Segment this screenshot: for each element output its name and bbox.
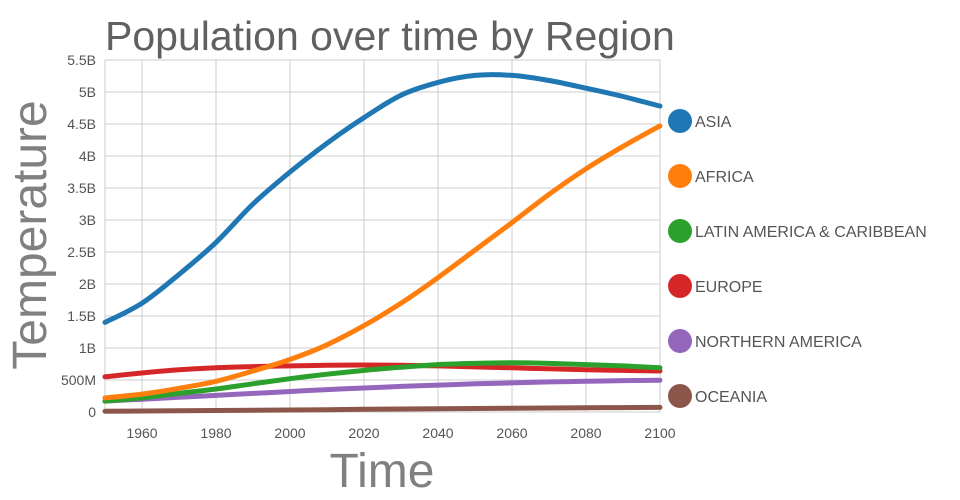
legend-label-northern-america[interactable]: NORTHERN AMERICA xyxy=(695,334,862,351)
y-axis-ticks: 0 500M 1B 1.5B 2B 2.5B 3B 3.5B 4B 4.5B 5B 5.5B xyxy=(61,52,96,420)
legend: ASIA AFRICA LATIN AMERICA & CARIBBEAN EUROP… xyxy=(668,109,927,408)
y-tick-label: 1.5B xyxy=(67,308,96,324)
series-line-europe xyxy=(102,362,663,380)
y-tick-label: 2.5B xyxy=(67,244,96,260)
series-lines xyxy=(102,72,663,414)
legend-marker-asia[interactable] xyxy=(668,109,692,133)
legend-label-latin-america-caribbean[interactable]: LATIN AMERICA & CARIBBEAN xyxy=(695,224,927,241)
y-axis-title: Temperature xyxy=(4,100,57,369)
y-tick-label: 3B xyxy=(79,212,96,228)
y-tick-label: 3.5B xyxy=(67,180,96,196)
legend-label-europe[interactable]: EUROPE xyxy=(695,279,763,296)
series-line-africa xyxy=(102,123,663,401)
x-tick-label: 2040 xyxy=(422,425,453,441)
x-tick-label: 2060 xyxy=(496,425,527,441)
x-tick-label: 1980 xyxy=(200,425,231,441)
x-tick-label: 2020 xyxy=(348,425,379,441)
legend-label-africa[interactable]: AFRICA xyxy=(695,169,754,186)
legend-marker-europe[interactable] xyxy=(668,274,692,298)
legend-label-asia[interactable]: ASIA xyxy=(695,114,732,131)
y-tick-label: 500M xyxy=(61,372,96,388)
x-tick-label: 1960 xyxy=(126,425,157,441)
series-line-oceania xyxy=(102,404,663,414)
y-tick-label: 5B xyxy=(79,84,96,100)
y-tick-label: 4.5B xyxy=(67,116,96,132)
y-tick-label: 0 xyxy=(88,404,96,420)
x-axis-ticks: 1960 1980 2000 2020 2040 2060 2080 2100 xyxy=(126,425,675,441)
legend-marker-latin-america-caribbean[interactable] xyxy=(668,219,692,243)
y-tick-label: 4B xyxy=(79,148,96,164)
y-tick-label: 5.5B xyxy=(67,52,96,68)
legend-marker-northern-america[interactable] xyxy=(668,329,692,353)
y-tick-label: 2B xyxy=(79,276,96,292)
series-line-northern-america xyxy=(102,377,663,404)
x-tick-label: 2000 xyxy=(274,425,305,441)
grid xyxy=(104,59,661,413)
legend-marker-africa[interactable] xyxy=(668,164,692,188)
x-tick-label: 2080 xyxy=(570,425,601,441)
legend-marker-oceania[interactable] xyxy=(668,384,692,408)
legend-label-oceania[interactable]: OCEANIA xyxy=(695,389,767,406)
chart-title: Population over time by Region xyxy=(105,13,675,59)
y-tick-label: 1B xyxy=(79,340,96,356)
x-axis-title: Time xyxy=(330,445,435,498)
x-tick-label: 2100 xyxy=(644,425,675,441)
series-line-asia xyxy=(102,72,663,325)
series-line-latin-america-caribbean xyxy=(102,360,663,404)
